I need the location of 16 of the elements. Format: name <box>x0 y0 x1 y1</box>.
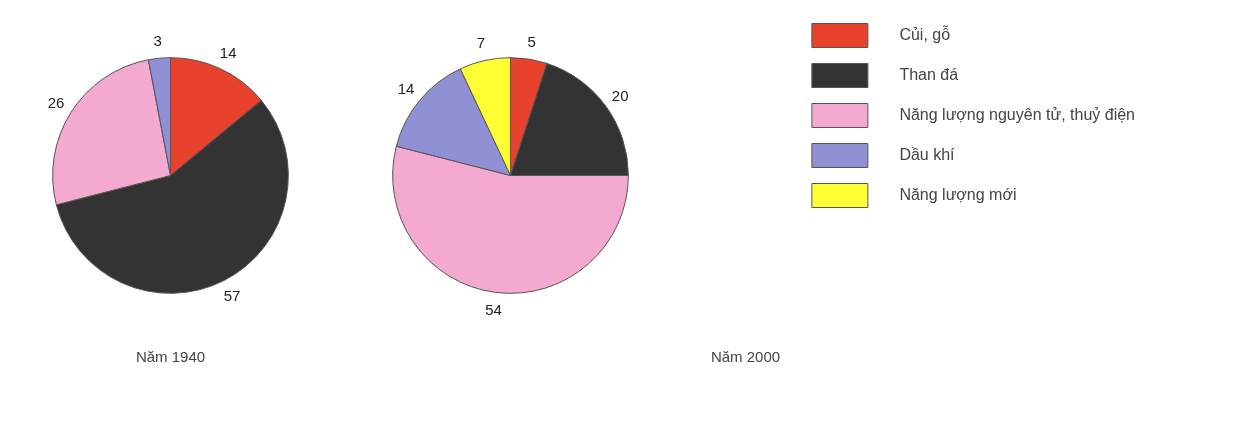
legend-label: Năng lượng mới <box>899 186 1017 204</box>
data-label: 20 <box>611 86 629 104</box>
text: Năm 2000 <box>710 347 781 365</box>
data-label: 3 <box>153 31 162 49</box>
legend-label: Than đá <box>899 66 959 84</box>
legend-label: Củi, gỗ <box>899 26 951 44</box>
data-label: 14 <box>397 80 415 98</box>
legend-label: Năng lượng nguyên tử, thuỷ điện <box>899 106 1135 124</box>
data-label: 5 <box>527 32 536 50</box>
text: Năm 1940 <box>135 347 206 365</box>
legend-label: Dầu khí <box>899 146 955 164</box>
data-label: 7 <box>476 34 486 52</box>
data-label: 54 <box>485 300 502 318</box>
data-label: 14 <box>219 43 237 61</box>
data-label: 57 <box>223 287 241 305</box>
data-label: 26 <box>47 93 65 111</box>
